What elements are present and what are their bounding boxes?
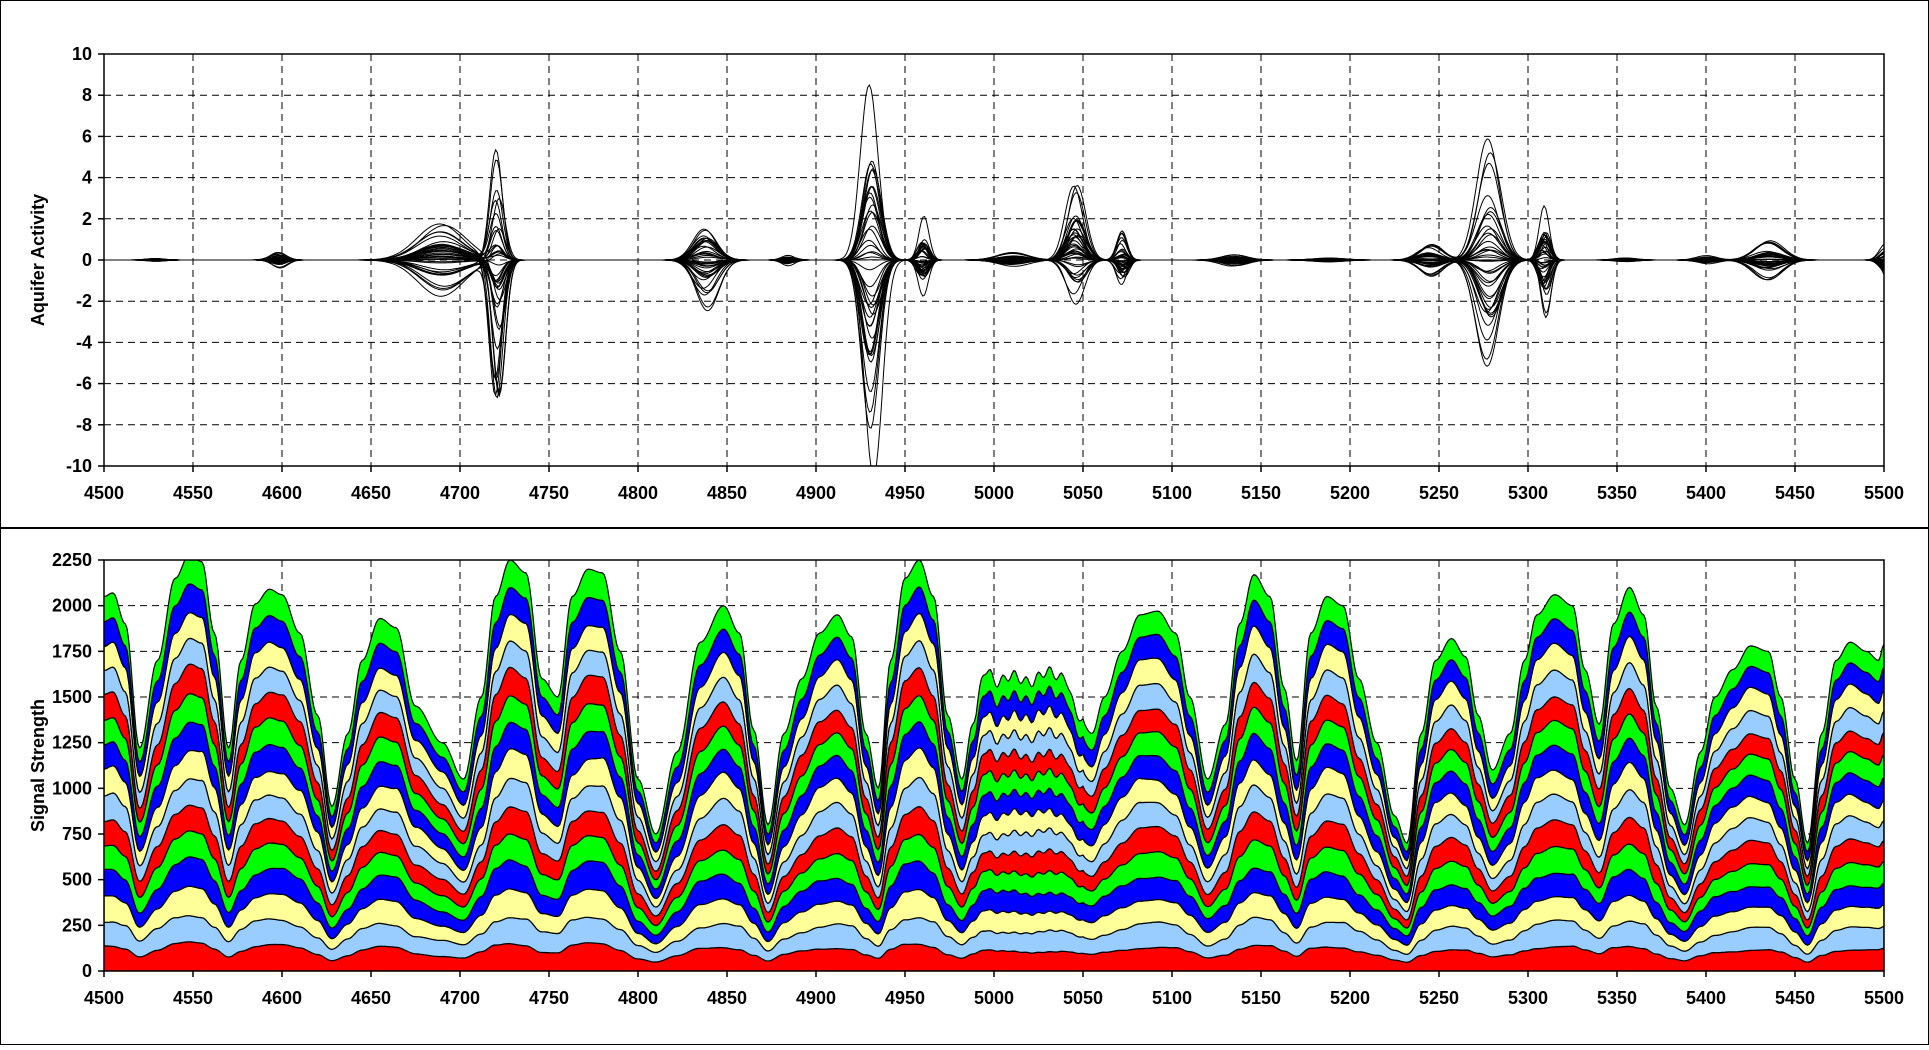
activity-series-line: [104, 251, 1884, 353]
y-tick-label: -10: [66, 456, 92, 476]
y-tick-label: 6: [82, 126, 92, 146]
x-tick-label: 5050: [1063, 988, 1103, 1008]
x-tick-label: 4750: [529, 988, 569, 1008]
x-tick-label: 4950: [885, 483, 925, 503]
x-tick-label: 4750: [529, 483, 569, 503]
chart-2-x-tick-labels: 4500 4550 4600 4650 4700 4750 4800 4850 4900 4950…: [84, 971, 1904, 1008]
y-tick-label: 1250: [52, 733, 92, 753]
x-tick-label: 5400: [1686, 483, 1726, 503]
x-tick-label: 4850: [707, 988, 747, 1008]
x-tick-label: 4550: [173, 483, 213, 503]
y-tick-label: 8: [82, 85, 92, 105]
aquifer-activity-chart: 4500 4550 4600 4650 4700 4750 4800 4850 4900 4950…: [28, 44, 1904, 503]
y-tick-label: 1750: [52, 641, 92, 661]
x-tick-label: 5100: [1152, 988, 1192, 1008]
x-tick-label: 4600: [262, 988, 302, 1008]
x-tick-label: 4900: [796, 988, 836, 1008]
x-tick-label: 5350: [1597, 988, 1637, 1008]
y-tick-label: 2250: [52, 550, 92, 570]
y-tick-label: 0: [82, 961, 92, 981]
y-tick-label: 0: [82, 250, 92, 270]
x-tick-label: 4600: [262, 483, 302, 503]
y-tick-label: -8: [76, 415, 92, 435]
x-tick-label: 5000: [974, 988, 1014, 1008]
y-tick-label: 750: [62, 824, 92, 844]
x-tick-label: 5450: [1775, 988, 1815, 1008]
y-tick-label: 4: [82, 168, 92, 188]
x-tick-label: 5450: [1775, 483, 1815, 503]
y-tick-label: 2: [82, 209, 92, 229]
x-tick-label: 4650: [351, 483, 391, 503]
x-tick-label: 5250: [1419, 483, 1459, 503]
chart-2-y-tick-labels: 0 250 500 750 1000 1250 1500 1750 2000 2250: [52, 550, 104, 981]
x-tick-label: 5200: [1330, 483, 1370, 503]
chart-1-frame: [0, 0, 1929, 528]
y-tick-label: 1500: [52, 687, 92, 707]
x-tick-label: 5300: [1508, 988, 1548, 1008]
x-tick-label: 4500: [84, 988, 124, 1008]
x-tick-label: 5350: [1597, 483, 1637, 503]
signal-layer-area: [104, 560, 1884, 853]
x-tick-label: 4900: [796, 483, 836, 503]
x-tick-label: 4800: [618, 988, 658, 1008]
y-tick-label: 1000: [52, 778, 92, 798]
chart-1-y-tick-labels: -10 -8 -6 -4 -2 0 2 4 6 8 10: [66, 44, 104, 476]
x-tick-label: 4500: [84, 483, 124, 503]
x-tick-label: 5150: [1241, 483, 1281, 503]
x-tick-label: 5150: [1241, 988, 1281, 1008]
x-tick-label: 4700: [440, 988, 480, 1008]
y-tick-label: 10: [72, 44, 92, 64]
x-tick-label: 4650: [351, 988, 391, 1008]
x-tick-label: 4550: [173, 988, 213, 1008]
y-tick-label: -6: [76, 374, 92, 394]
x-tick-label: 5050: [1063, 483, 1103, 503]
x-tick-label: 4700: [440, 483, 480, 503]
chart-2-y-axis-label: Signal Strength: [28, 699, 48, 832]
y-tick-label: -4: [76, 332, 92, 352]
signal-strength-chart: 4500 4550 4600 4650 4700 4750 4800 4850 4900 4950…: [28, 550, 1904, 1008]
chart-1-x-tick-labels: 4500 4550 4600 4650 4700 4750 4800 4850 4900 4950…: [84, 466, 1904, 503]
activity-series-lines: [104, 83, 1884, 466]
x-tick-label: 5400: [1686, 988, 1726, 1008]
y-tick-label: 500: [62, 870, 92, 890]
x-tick-label: 4850: [707, 483, 747, 503]
x-tick-label: 4950: [885, 988, 925, 1008]
x-tick-label: 5300: [1508, 483, 1548, 503]
x-tick-label: 4800: [618, 483, 658, 503]
x-tick-label: 5250: [1419, 988, 1459, 1008]
x-tick-label: 5100: [1152, 483, 1192, 503]
x-tick-label: 5200: [1330, 988, 1370, 1008]
x-tick-label: 5500: [1864, 483, 1904, 503]
y-tick-label: -2: [76, 291, 92, 311]
y-tick-label: 2000: [52, 596, 92, 616]
x-tick-label: 5500: [1864, 988, 1904, 1008]
x-tick-label: 5000: [974, 483, 1014, 503]
signal-stack-areas: [104, 560, 1884, 971]
y-tick-label: 250: [62, 915, 92, 935]
chart-1-y-axis-label: Aquifer Activity: [28, 194, 48, 326]
